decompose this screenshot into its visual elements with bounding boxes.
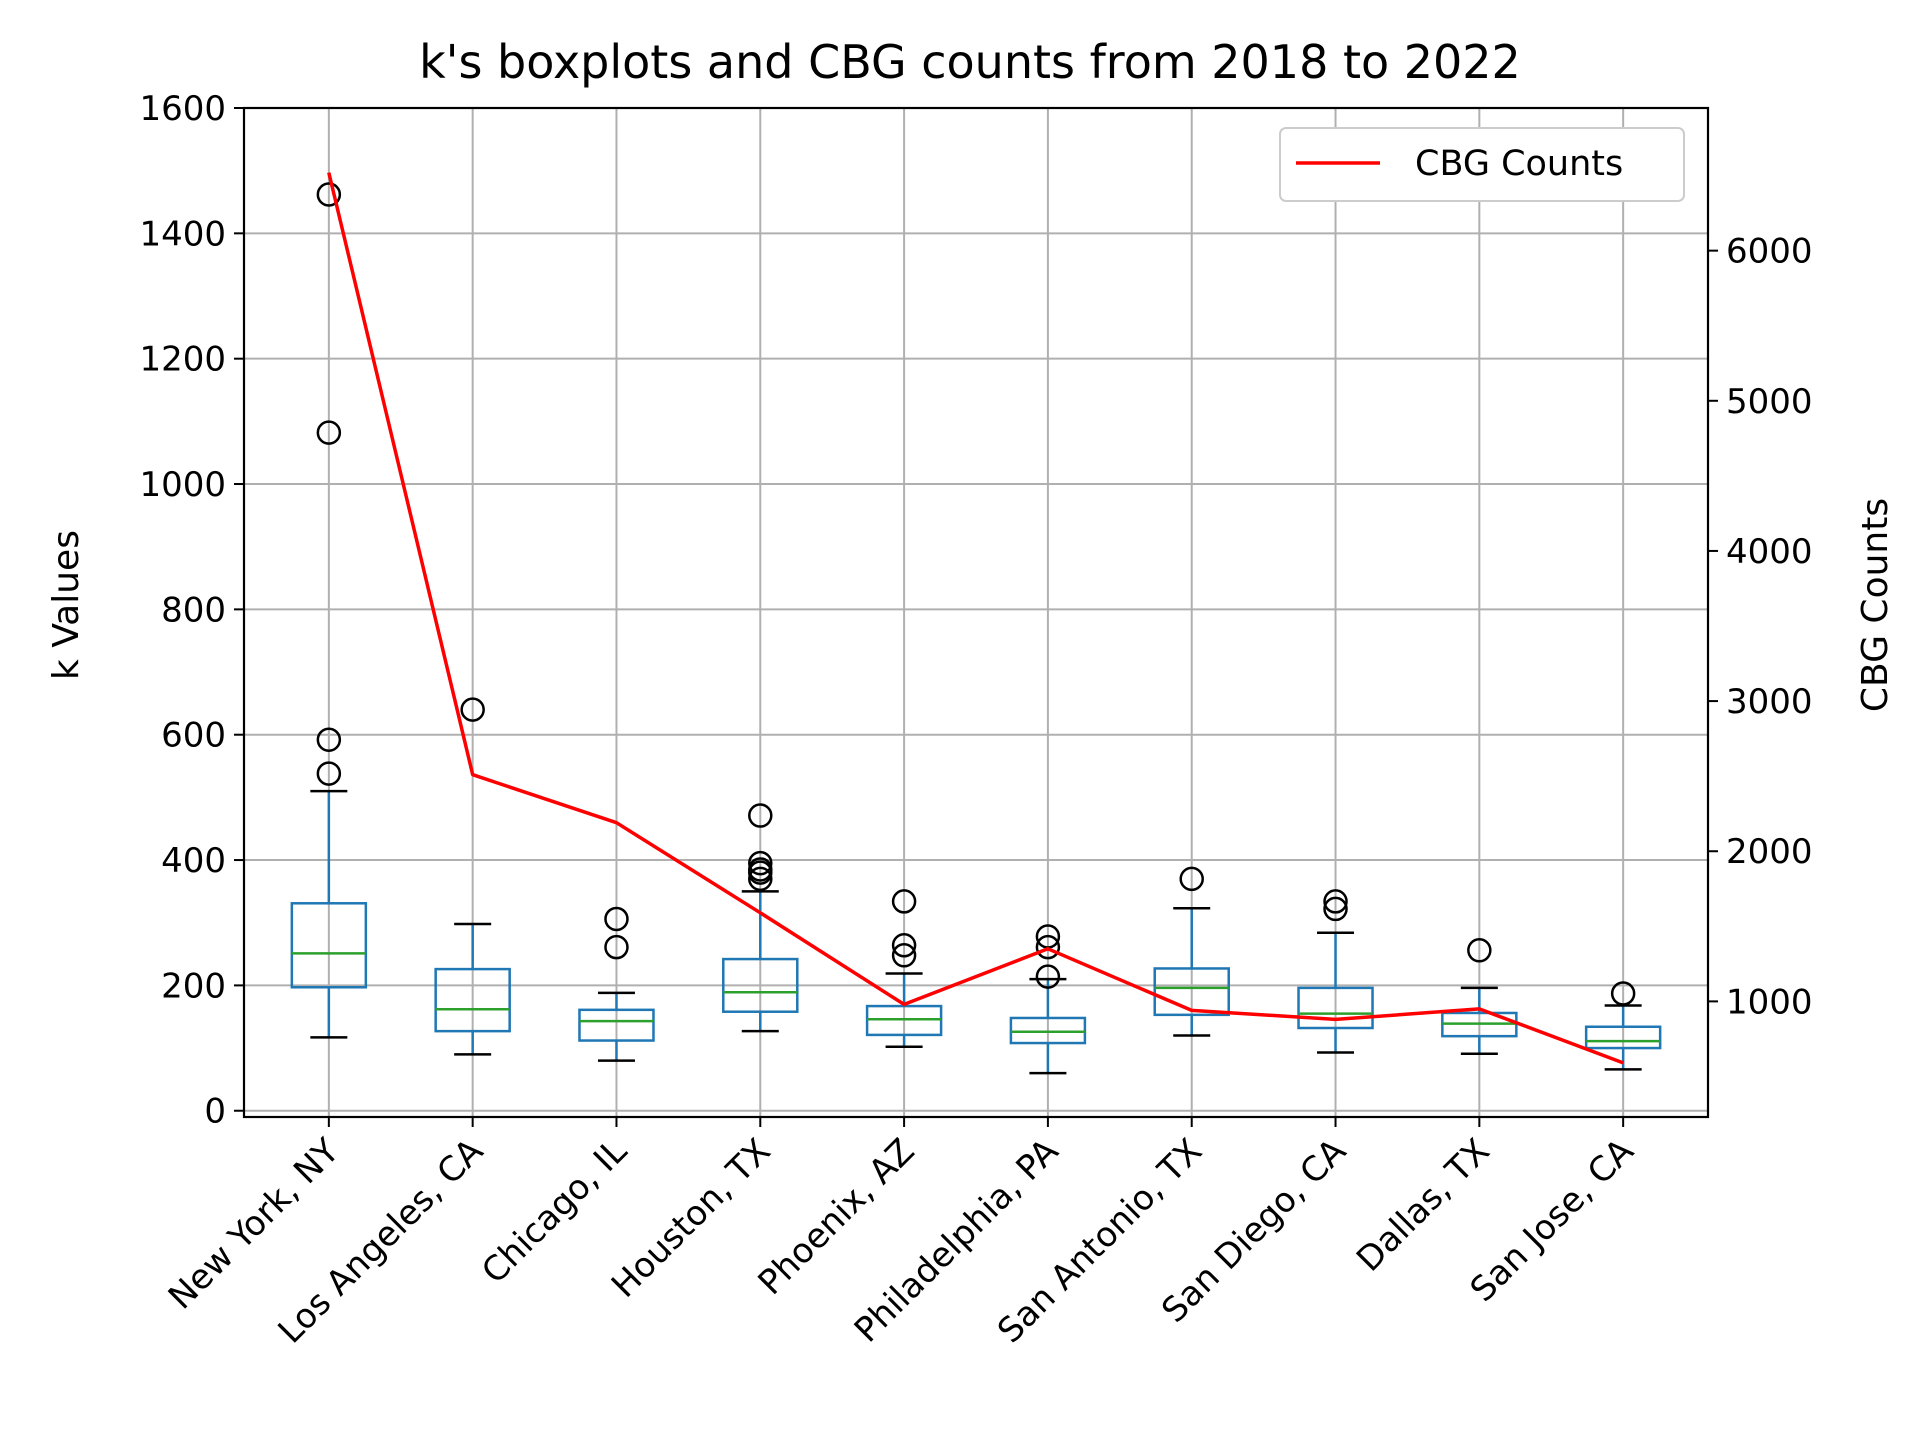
- box-1: [434, 967, 511, 1033]
- y-tick-label-left-0: 0: [204, 1092, 226, 1132]
- outlier-7-0: [1323, 896, 1348, 922]
- y-tick-label-left-1: 200: [161, 966, 226, 1006]
- y-tick-label-right-3: 4000: [1726, 532, 1813, 572]
- outlier-0-2: [316, 420, 342, 445]
- outlier-0-1: [316, 727, 342, 752]
- plot-frame: [242, 106, 1710, 1119]
- boxplot-3: [722, 803, 799, 1033]
- legend-label: CBG Counts: [1415, 144, 1623, 184]
- y-tick-label-left-7: 1400: [139, 214, 226, 254]
- box-3: [722, 957, 799, 1013]
- outlier-3-4: [748, 803, 773, 828]
- y-tick-label-left-5: 1000: [139, 465, 226, 505]
- outlier-8-0: [1467, 938, 1492, 963]
- y-tick-label-right-0: 1000: [1726, 982, 1813, 1022]
- y-tick-label-right-5: 6000: [1726, 232, 1813, 272]
- box-0: [290, 902, 368, 989]
- box-6: [1153, 967, 1230, 1017]
- boxplot-0: [290, 182, 368, 1039]
- outlier-4-2: [891, 889, 917, 914]
- outlier-6-0: [1179, 866, 1204, 892]
- boxplot-9: [1584, 981, 1662, 1071]
- boxplot-6: [1153, 866, 1230, 1037]
- y-tick-label-right-4: 5000: [1726, 382, 1813, 422]
- boxplot-7: [1297, 889, 1374, 1054]
- cbg-counts-line: [327, 172, 1624, 1065]
- box-9: [1584, 1025, 1662, 1050]
- outlier-4-1: [891, 933, 917, 958]
- legend: CBG Counts: [1279, 127, 1685, 202]
- y-axis-label-left: k Values: [46, 530, 87, 680]
- outlier-2-1: [604, 906, 629, 932]
- box-7: [1297, 986, 1374, 1030]
- y-tick-label-left-8: 1600: [139, 89, 226, 129]
- outlier-3-3: [748, 850, 773, 876]
- boxplot-1: [434, 697, 511, 1056]
- outlier-4-0: [891, 943, 917, 968]
- box-5: [1009, 1016, 1087, 1045]
- y-tick-label-left-2: 400: [161, 841, 226, 881]
- outlier-5-1: [1035, 934, 1061, 960]
- box-layer: [290, 182, 1662, 1075]
- boxplot-2: [578, 906, 655, 1062]
- boxplot-8: [1441, 938, 1518, 1055]
- y-tick-label-left-6: 1200: [139, 340, 226, 380]
- outlier-2-0: [604, 934, 629, 960]
- box-2: [578, 1008, 655, 1042]
- outlier-3-0: [748, 866, 773, 892]
- outlier-0-3: [316, 182, 342, 207]
- line-layer: [327, 172, 1624, 1065]
- outlier-9-0: [1610, 981, 1636, 1006]
- y-tick-label-left-4: 800: [161, 590, 226, 630]
- chart-title: k's boxplots and CBG counts from 2018 to…: [419, 35, 1521, 89]
- outlier-7-1: [1323, 889, 1348, 914]
- legend-frame: [1279, 127, 1685, 202]
- outlier-0-0: [316, 761, 342, 786]
- y-axis-label-right: CBG Counts: [1855, 498, 1896, 712]
- y-tick-label-left-3: 600: [161, 716, 226, 756]
- outlier-5-0: [1035, 964, 1061, 989]
- y-tick-label-right-1: 2000: [1726, 832, 1813, 872]
- y-tick-label-right-2: 3000: [1726, 682, 1813, 722]
- outlier-1-0: [460, 697, 485, 722]
- outlier-3-2: [748, 857, 773, 882]
